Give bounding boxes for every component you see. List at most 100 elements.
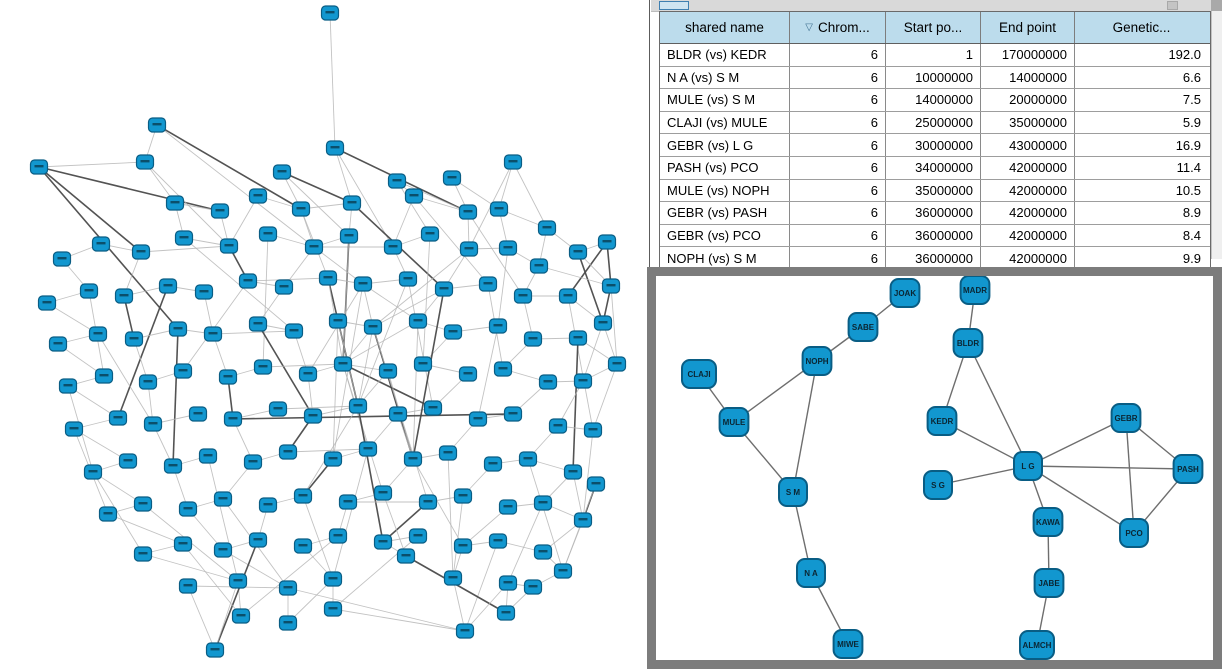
- column-header-label: Genetic...: [1112, 20, 1171, 35]
- node-label-smudge: [553, 424, 563, 427]
- node-s-m[interactable]: [778, 477, 808, 507]
- network-edge: [38, 166, 142, 253]
- column-header-end-point[interactable]: End point: [981, 12, 1075, 43]
- table-cell-genetic: 8.4: [1182, 228, 1201, 244]
- table-cell-end-point: 43000000: [981, 134, 1075, 156]
- node-s-g[interactable]: [923, 470, 953, 500]
- table-row[interactable]: BLDR (vs) KEDR 6 1 170000000 192.0: [660, 44, 1210, 67]
- node-l-g[interactable]: [1013, 451, 1043, 481]
- table-row[interactable]: GEBR (vs) L G 6 30000000 43000000 16.9: [660, 134, 1210, 157]
- node-label-smudge: [303, 372, 313, 375]
- table-cell-shared-name: PASH (vs) PCO: [660, 156, 790, 179]
- graph-edge: [1027, 465, 1135, 534]
- node-label-smudge: [418, 362, 428, 365]
- table-row[interactable]: CLAJI (vs) MULE 6 25000000 35000000 5.9: [660, 111, 1210, 135]
- node-label-smudge: [493, 539, 503, 542]
- column-header-chromosome[interactable]: ▽ Chrom...: [790, 12, 886, 43]
- table-cell-genetic: 9.9: [1182, 250, 1201, 266]
- table-row[interactable]: N A (vs) S M 6 10000000 14000000 6.6: [660, 66, 1210, 90]
- node-label-smudge: [573, 336, 583, 339]
- table-row[interactable]: MULE (vs) S M 6 14000000 20000000 7.5: [660, 89, 1210, 112]
- network-edge: [281, 171, 350, 237]
- network-edge: [182, 280, 249, 372]
- detail-network-canvas[interactable]: JOAK MADR SABE NOPH BLDR CLAJI MULE KEDR GEBR L G…: [656, 276, 1213, 660]
- node-label: SABE: [852, 323, 875, 332]
- table-row[interactable]: PASH (vs) PCO 6 34000000 42000000 11.4: [660, 156, 1210, 180]
- column-header-genetic[interactable]: Genetic...: [1075, 12, 1208, 43]
- node-label-smudge: [119, 294, 129, 297]
- node-label-smudge: [279, 285, 289, 288]
- node-label: GEBR: [1114, 414, 1137, 423]
- table-cell-chromosome: 6: [790, 44, 886, 66]
- node-almch[interactable]: [1019, 630, 1055, 660]
- node-mule[interactable]: [718, 407, 750, 437]
- network-edge: [582, 322, 604, 382]
- node-jabe[interactable]: [1033, 568, 1065, 598]
- network-edge: [407, 278, 434, 409]
- node-kawa[interactable]: [1032, 507, 1064, 537]
- node-label-smudge: [388, 245, 398, 248]
- network-edge: [73, 428, 129, 462]
- table-header-row: shared name ▽ Chrom... Start po... End p…: [660, 12, 1210, 44]
- table-cell-end-point: 42000000: [981, 247, 1075, 269]
- table-row[interactable]: GEBR (vs) PCO 6 36000000 42000000 8.4: [660, 224, 1210, 248]
- table-cell-start-point: 30000000: [886, 134, 981, 156]
- node-label-smudge: [308, 414, 318, 417]
- table-row[interactable]: GEBR (vs) PASH 6 36000000 42000000 8.9: [660, 202, 1210, 225]
- node-gebr[interactable]: [1110, 403, 1142, 433]
- table-v-scrollbar[interactable]: [1211, 11, 1222, 259]
- network-edge: [38, 161, 146, 168]
- node-label-smudge: [606, 284, 616, 287]
- node-label-smudge: [296, 207, 306, 210]
- table-row[interactable]: MULE (vs) NOPH 6 35000000 42000000 10.5: [660, 179, 1210, 203]
- node-label: S M: [786, 488, 801, 497]
- node-label-smudge: [170, 201, 180, 204]
- network-edge: [464, 582, 509, 632]
- column-header-shared-name[interactable]: shared name: [660, 12, 790, 43]
- table-cell-shared-name: BLDR (vs) KEDR: [660, 44, 790, 66]
- node-label-smudge: [215, 209, 225, 212]
- node-n-a[interactable]: [796, 558, 826, 588]
- column-header-start-point[interactable]: Start po...: [886, 12, 981, 43]
- main-network-canvas[interactable]: [0, 0, 649, 669]
- node-kedr[interactable]: [926, 406, 958, 436]
- node-label-smudge: [347, 201, 357, 204]
- node-label-smudge: [401, 554, 411, 557]
- node-joak[interactable]: [889, 278, 921, 308]
- node-madr[interactable]: [959, 276, 991, 305]
- table-cell-shared-name: MULE (vs) S M: [660, 89, 790, 111]
- filter-icon[interactable]: ▽: [805, 21, 813, 33]
- node-label-smudge: [173, 327, 183, 330]
- network-edge: [156, 124, 302, 210]
- network-edge: [332, 448, 369, 580]
- node-label-smudge: [443, 451, 453, 454]
- table-cell-start-point: 25000000: [886, 111, 981, 134]
- node-pash[interactable]: [1172, 454, 1204, 484]
- node-claji[interactable]: [681, 359, 717, 389]
- network-edge: [107, 513, 184, 545]
- node-miwe[interactable]: [832, 629, 864, 659]
- node-label-smudge: [534, 264, 544, 267]
- graph-edge: [967, 342, 1029, 467]
- node-label-smudge: [447, 176, 457, 179]
- column-header-label: End point: [998, 20, 1057, 35]
- node-label-smudge: [588, 428, 598, 431]
- table-cell-chromosome: 6: [790, 224, 886, 247]
- node-label: KAWA: [1036, 518, 1060, 527]
- table-cell-end-point: 42000000: [981, 202, 1075, 224]
- network-edge: [287, 578, 334, 624]
- node-bldr[interactable]: [952, 328, 984, 358]
- node-noph[interactable]: [801, 346, 833, 376]
- node-label: N A: [804, 569, 818, 578]
- node-pco[interactable]: [1119, 518, 1149, 548]
- network-edge: [38, 166, 221, 212]
- table-row[interactable]: NOPH (vs) S M 6 36000000 42000000 9.9: [660, 247, 1210, 269]
- node-label-smudge: [558, 569, 568, 572]
- node-label-smudge: [263, 503, 273, 506]
- node-label-smudge: [508, 160, 518, 163]
- scrollbar-thumb[interactable]: [659, 1, 689, 10]
- table-cell-end-point: 14000000: [981, 66, 1075, 89]
- node-sabe[interactable]: [847, 312, 879, 342]
- table-cell-genetic: 192.0: [1168, 47, 1201, 63]
- table-cell-start-point: 36000000: [886, 247, 981, 269]
